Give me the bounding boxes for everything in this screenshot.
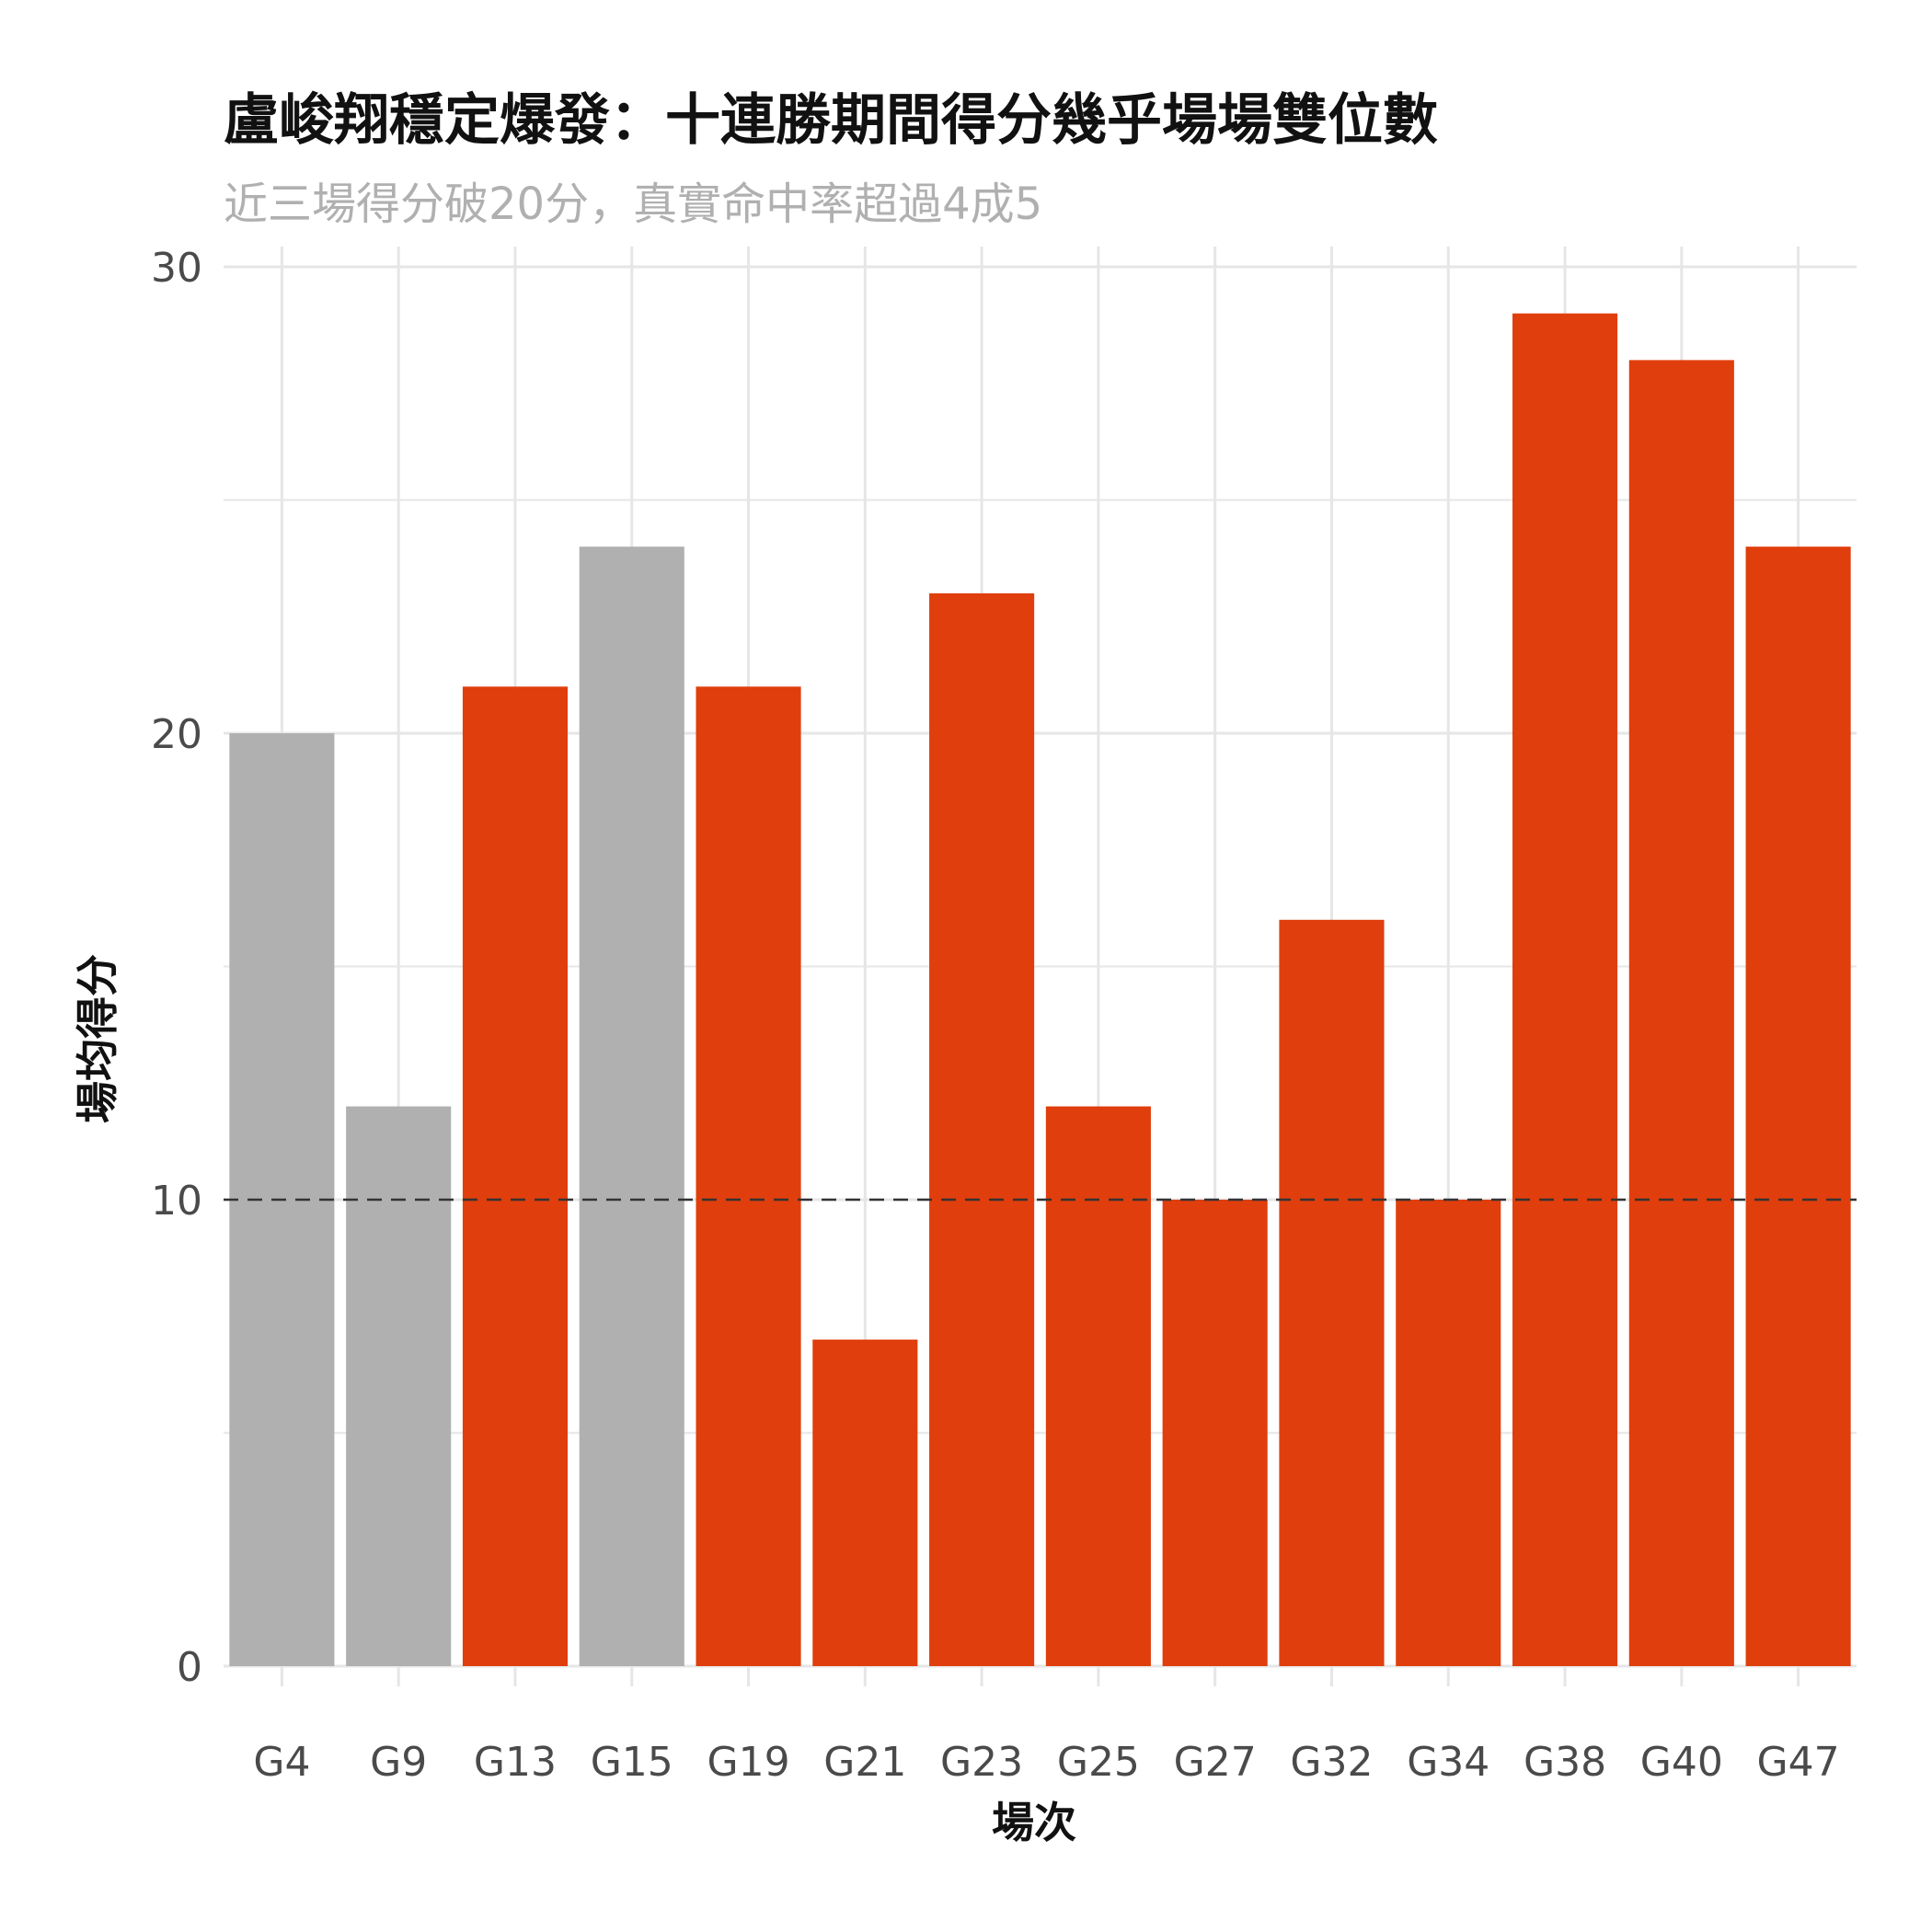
bar-G15	[579, 546, 684, 1667]
bar-G13	[462, 686, 569, 1666]
x-tick-label: G21	[823, 1739, 906, 1786]
x-tick-label: G47	[1757, 1739, 1840, 1786]
x-tick-label: G27	[1174, 1739, 1257, 1786]
bar-G40	[1628, 360, 1734, 1666]
bar-G27	[1162, 1200, 1268, 1666]
x-tick-labels: G4 G9 G13 G15 G19 G21 G23 G25 G27 G32 G34 G38 G40 G47	[253, 1739, 1839, 1786]
y-axis-title: 場均得分	[73, 954, 122, 1123]
x-tick-label: G38	[1524, 1739, 1606, 1786]
bar-G25	[1045, 1106, 1151, 1666]
bar-G34	[1396, 1200, 1501, 1666]
x-tick-label: G40	[1640, 1739, 1723, 1786]
chart-title: 盧峻翔穩定爆發：十連勝期間得分幾乎場場雙位數	[224, 88, 1438, 153]
bar-G47	[1745, 546, 1851, 1667]
y-tick-label: 10	[151, 1178, 202, 1225]
x-tick-label: G34	[1407, 1739, 1489, 1786]
x-tick-label: G19	[707, 1739, 789, 1786]
x-tick-label: G15	[591, 1739, 673, 1786]
bar-G38	[1512, 313, 1618, 1667]
y-tick-label: 0	[177, 1644, 202, 1691]
bar-G32	[1279, 919, 1385, 1666]
y-tick-label: 20	[151, 711, 202, 758]
y-tick-labels: 0 10 20 30	[151, 245, 202, 1691]
bar-G9	[346, 1106, 452, 1666]
chart-subtitle: 近三場得分破20分，真實命中率超過4成5	[224, 178, 1043, 230]
x-tick-label: G13	[474, 1739, 557, 1786]
bar-G23	[929, 592, 1035, 1666]
bar-G19	[696, 686, 801, 1666]
bar-G21	[812, 1340, 918, 1666]
x-tick-label: G23	[940, 1739, 1023, 1786]
x-tick-label: G32	[1290, 1739, 1373, 1786]
x-tick-label: G4	[253, 1739, 310, 1786]
bars	[229, 313, 1851, 1667]
x-axis-title: 場次	[992, 1798, 1076, 1847]
x-tick-label: G25	[1057, 1739, 1140, 1786]
x-tick-label: G9	[370, 1739, 427, 1786]
y-tick-label: 30	[151, 245, 202, 292]
